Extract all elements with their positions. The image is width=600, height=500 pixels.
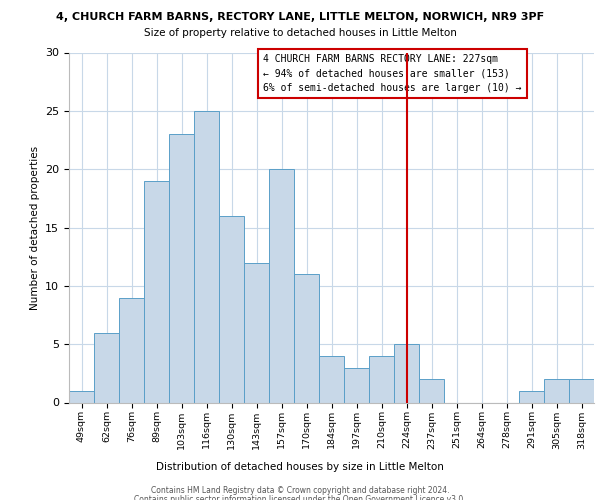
Bar [219,216,244,402]
Bar [244,262,269,402]
Text: 4, CHURCH FARM BARNS, RECTORY LANE, LITTLE MELTON, NORWICH, NR9 3PF: 4, CHURCH FARM BARNS, RECTORY LANE, LITT… [56,12,544,22]
Bar [194,111,219,403]
Bar [344,368,369,402]
Bar [519,391,544,402]
Bar [169,134,194,402]
Bar [319,356,344,403]
Bar [544,379,569,402]
Text: Distribution of detached houses by size in Little Melton: Distribution of detached houses by size … [156,462,444,472]
Bar [94,332,119,402]
Bar [419,379,444,402]
Text: 4 CHURCH FARM BARNS RECTORY LANE: 227sqm
← 94% of detached houses are smaller (1: 4 CHURCH FARM BARNS RECTORY LANE: 227sqm… [263,54,522,93]
Text: Contains public sector information licensed under the Open Government Licence v3: Contains public sector information licen… [134,495,466,500]
Text: Contains HM Land Registry data © Crown copyright and database right 2024.: Contains HM Land Registry data © Crown c… [151,486,449,495]
Bar [394,344,419,403]
Y-axis label: Number of detached properties: Number of detached properties [29,146,40,310]
Bar [69,391,94,402]
Bar [369,356,394,403]
Text: Size of property relative to detached houses in Little Melton: Size of property relative to detached ho… [143,28,457,38]
Bar [269,169,294,402]
Bar [569,379,594,402]
Bar [294,274,319,402]
Bar [144,181,169,402]
Bar [119,298,144,403]
